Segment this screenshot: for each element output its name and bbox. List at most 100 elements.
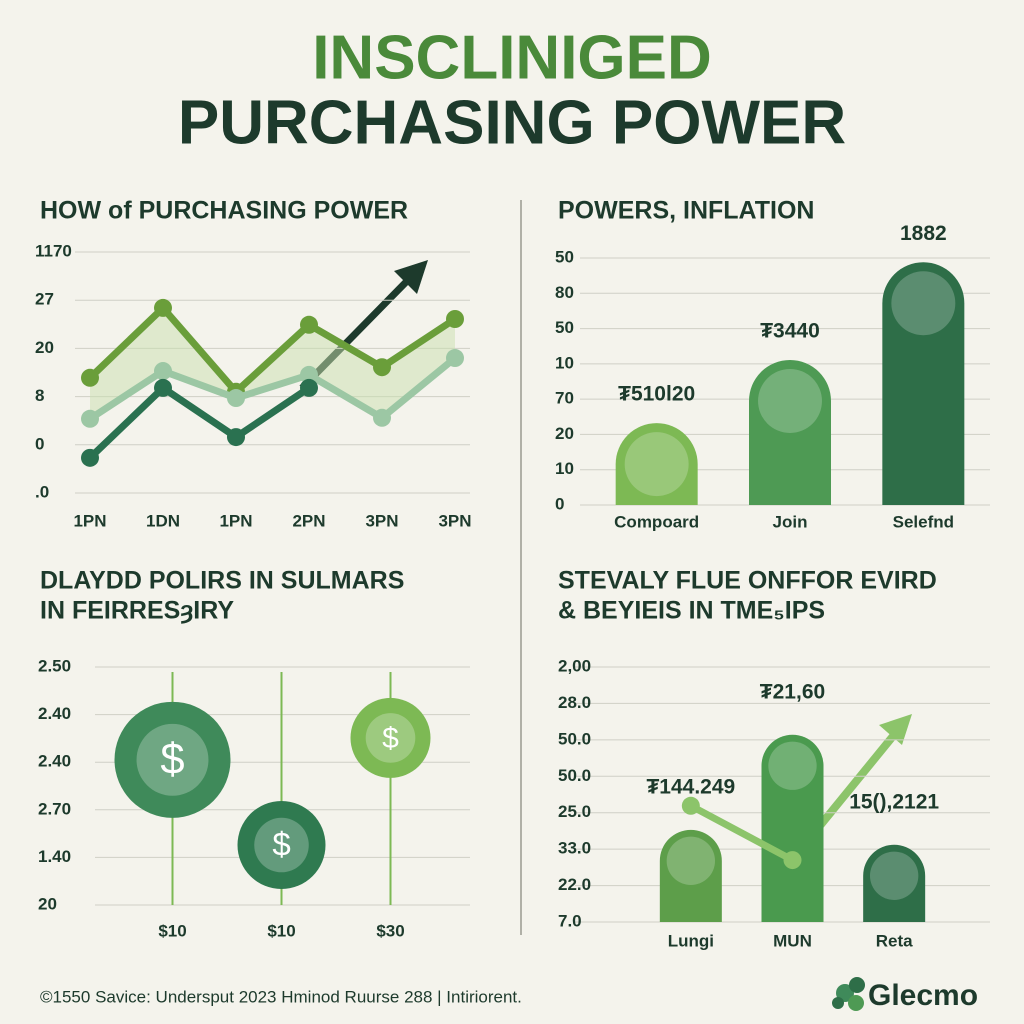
point: [373, 358, 391, 377]
line: [689, 802, 795, 864]
line: [87, 304, 457, 396]
bar: [748, 359, 831, 505]
point: [300, 378, 318, 397]
bar: [615, 423, 698, 505]
panel-title: & BEYIEIS IN TME₅IPS: [558, 597, 825, 625]
x-tick-label: Compoard: [614, 512, 699, 531]
logo-text: Glecmo: [868, 979, 978, 1012]
point: [154, 298, 172, 317]
bar-highlight: [891, 271, 956, 336]
y-tick-label: 80: [555, 283, 574, 302]
y-tick-label: 20: [555, 424, 574, 443]
x-tick-label: $10: [267, 921, 295, 940]
bubble: [350, 697, 431, 778]
x-tick-label: Selefnd: [893, 512, 954, 531]
x-tick-label: Reta: [876, 931, 913, 950]
y-tick-label: 2.50: [38, 656, 71, 675]
y-tick-label: 27: [35, 290, 54, 309]
y-tick-label: 7.0: [558, 911, 582, 930]
panel-title: POWERS, INFLATION: [558, 197, 814, 225]
y-tick-label: 0: [35, 434, 44, 453]
point: [81, 448, 99, 467]
bar-highlight: [869, 851, 919, 900]
x-tick-label: Lungi: [668, 931, 714, 950]
line: [87, 384, 311, 461]
title-line-1: INSCLINIGED: [312, 23, 712, 92]
y-tick-label: 20: [35, 338, 54, 357]
x-tick-label: 2PN: [292, 511, 325, 530]
point: [154, 362, 172, 381]
bubble-inner: [136, 723, 209, 796]
y-tick-label: 1.40: [38, 847, 71, 866]
bar-highlight: [768, 741, 817, 790]
bar: [863, 844, 926, 922]
dollar-sign: $: [160, 735, 184, 783]
point: [227, 389, 245, 408]
y-tick-label: .0: [35, 482, 49, 501]
x-tick-label: $10: [158, 921, 186, 940]
point: [681, 796, 700, 815]
point: [446, 309, 464, 328]
y-tick-label: 50.0: [558, 729, 591, 748]
value-annotation: ₮3440: [760, 320, 820, 343]
y-tick-label: 20: [38, 894, 57, 913]
point: [373, 408, 391, 427]
y-tick-label: 1170: [35, 241, 72, 260]
point: [300, 315, 318, 334]
point: [783, 851, 802, 870]
bar: [761, 734, 824, 922]
point: [154, 378, 172, 397]
point: [227, 428, 245, 447]
bar-highlight: [758, 368, 822, 433]
dollar-sign: $: [272, 826, 290, 863]
bar: [882, 262, 965, 505]
y-tick-label: 33.0: [558, 839, 591, 858]
line: [88, 355, 458, 422]
x-tick-label: 3PN: [438, 511, 471, 530]
value-annotation: ₮21,60: [760, 680, 825, 703]
point: [446, 349, 464, 368]
point: [81, 409, 99, 428]
point: [81, 368, 99, 387]
y-tick-label: 50: [555, 318, 574, 337]
panel-title: DLAYDD POLIRS IN SULMARS: [40, 567, 404, 595]
dollar-sign: $: [382, 722, 399, 755]
x-tick-label: 1PN: [219, 511, 252, 530]
x-tick-label: MUN: [773, 931, 812, 950]
value-annotation: 15(),2121: [849, 790, 939, 813]
footer: ©1550 Savice: Undersput 2023 Hminod Ruur…: [40, 987, 522, 1006]
bubble: [114, 701, 231, 818]
panel-title: HOW of PURCHASING POWER: [40, 197, 408, 225]
bubble-inner: [254, 817, 309, 873]
y-tick-label: 10: [555, 459, 574, 478]
bar-highlight: [666, 836, 716, 886]
y-tick-label: 8: [35, 386, 44, 405]
x-tick-label: $30: [376, 921, 404, 940]
bar: [659, 829, 722, 922]
y-tick-label: 25.0: [558, 802, 591, 821]
y-tick-label: 2.70: [38, 799, 71, 818]
value-annotation: ₮144.249: [646, 775, 735, 798]
y-tick-label: 10: [555, 353, 574, 372]
panel-title: IN FEIRRESȝIRY: [40, 597, 234, 625]
point: [300, 365, 318, 384]
y-tick-label: 2,00: [558, 656, 591, 675]
bubble: [237, 801, 326, 890]
bubble-inner: [365, 713, 416, 763]
y-tick-label: 70: [555, 389, 574, 408]
band-fill: [90, 307, 455, 419]
panel-title: STEVALY FLUE ONFFOR EVIRD: [558, 567, 937, 595]
y-tick-label: 50: [555, 247, 574, 266]
y-tick-label: 2.40: [38, 752, 71, 771]
bar-highlight: [624, 432, 689, 497]
x-tick-label: 1DN: [146, 511, 180, 530]
x-tick-label: 3PN: [365, 511, 398, 530]
y-tick-label: 50.0: [558, 766, 591, 785]
x-tick-label: Join: [773, 512, 808, 531]
y-tick-label: 0: [555, 494, 564, 513]
x-tick-label: 1PN: [73, 511, 106, 530]
title-line-2: PURCHASING POWER: [178, 88, 846, 157]
y-tick-label: 28.0: [558, 693, 591, 712]
y-tick-label: 22.0: [558, 875, 591, 894]
